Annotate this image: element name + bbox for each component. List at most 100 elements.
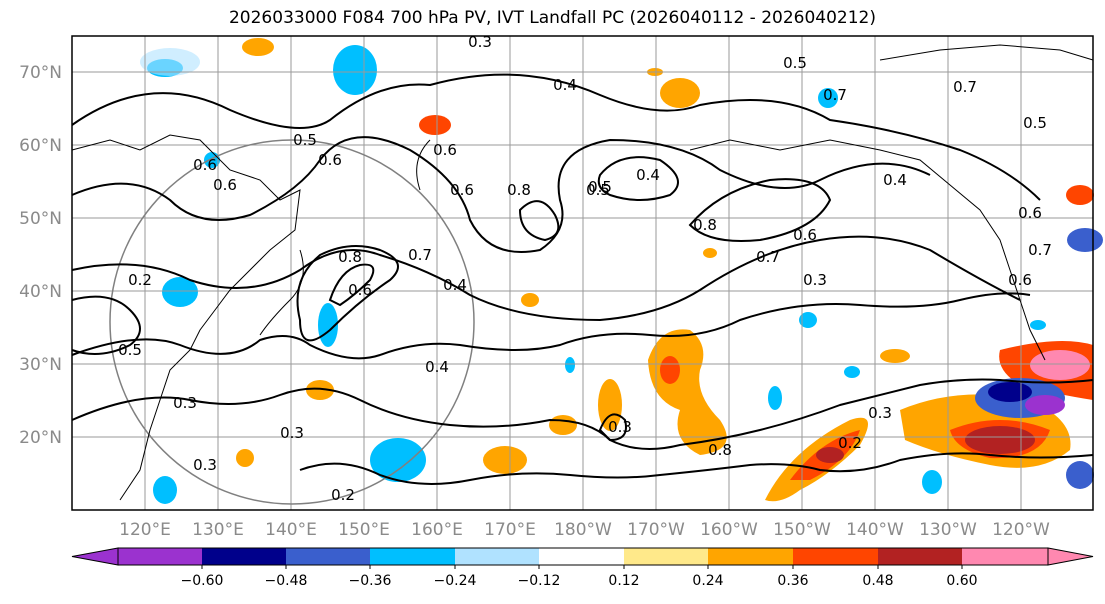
contour-label: 0.8 [338,248,362,266]
colorbar-tick-label: 0.60 [946,573,977,589]
contour-label: 0.4 [425,358,449,376]
colorbar-tick-label: 0.48 [862,573,893,589]
contour-line [296,245,399,342]
shading-patch [1067,228,1103,252]
map-frame [71,35,1094,511]
shading-patch [648,329,727,455]
contour-label: 0.7 [408,246,432,264]
colorbar-segment [370,548,455,565]
colorbar-tick-label: −0.48 [265,573,308,589]
contour-label: 0.4 [636,166,660,184]
shading-patch [370,438,426,482]
coastline-alaska [689,139,1046,361]
shading-patch [1025,395,1065,415]
shading-patch [1030,320,1046,330]
contour-label: 0.3 [608,418,632,436]
contour-label: 0.5 [293,131,317,149]
colorbar-segment [962,548,1048,565]
shading-patch [333,45,377,95]
colorbar-segment [202,548,286,565]
contour-label: 0.6 [318,151,342,169]
shading-patch [1030,350,1090,380]
lat-tick-label: 70°N [19,63,62,83]
contour-label: 0.7 [756,248,780,266]
contour-label: 0.3 [868,404,892,422]
colorbar-segment [793,548,878,565]
colorbar-outline [117,547,1049,566]
lon-tick-label: 130°W [919,520,977,540]
contour-label: 0.5 [783,54,807,72]
coastline-arctic [879,44,1094,61]
shading-patch [236,449,254,467]
colorbar-extend-high [1047,547,1094,566]
contour-label: 0.6 [348,281,372,299]
shading-patch [799,312,817,328]
lon-tick-label: 170°E [484,520,536,540]
lon-tick-label: 170°W [627,520,685,540]
contour-line [71,292,1031,360]
shading-patch [242,38,274,56]
contour-label: 0.4 [443,276,467,294]
lon-tick-label: 160°W [700,520,758,540]
contour-label: 0.3 [803,271,827,289]
contour-label: 0.6 [213,176,237,194]
lon-tick-label: 140°E [265,520,317,540]
contour-label: 0.7 [823,86,847,104]
shading-patch [703,248,717,258]
contour-label: 0.7 [1028,241,1052,259]
shading-patch [1066,185,1094,205]
lat-tick-label: 40°N [19,282,62,302]
contour-label: 0.6 [193,156,217,174]
contour-label: 0.7 [953,78,977,96]
coastline-japan [259,249,304,336]
lon-tick-label: 120°E [119,520,171,540]
contour-label: 0.8 [507,181,531,199]
lon-tick-label: 150°W [773,520,831,540]
shading-patch [153,476,177,504]
lon-tick-label: 140°W [846,520,904,540]
shading-patch [1066,461,1094,489]
contour-labels: 0.30.60.40.70.50.60.60.60.40.80.80.50.70… [118,33,1052,504]
shading-patch [419,115,451,135]
lon-tick-label: 160°E [411,520,463,540]
contour-line [71,295,141,355]
shading-patch [844,366,860,378]
contour-label: 0.3 [468,33,492,51]
colorbar-segment [118,548,202,565]
colorbar-extend-low [71,547,119,566]
contour-label: 0.3 [173,394,197,412]
contour-line [299,452,1094,485]
contour-label: 0.2 [128,271,152,289]
longitude-labels: 120°E 130°E 140°E 150°E 160°E 170°E 180°W 170°W… [119,520,1050,540]
colorbar: −0.60 −0.48 −0.36 −0.24 −0.12 0.12 0.24 0.36 0.4… [71,547,1094,589]
lon-tick-label: 150°E [338,520,390,540]
contour-label: 0.6 [450,181,474,199]
contour-line [518,200,560,242]
contour-label: 0.2 [838,434,862,452]
range-circle [109,139,475,505]
shading-patch [818,88,838,108]
lon-tick-label: 130°E [192,520,244,540]
colorbar-segment [286,548,370,565]
shading-patch [816,447,844,463]
colorbar-tick-label: −0.24 [434,573,477,589]
colorbar-tick-label: 0.24 [692,573,723,589]
lon-tick-label: 120°W [992,520,1050,540]
contour-line [688,178,832,242]
shading-patch [965,426,1035,454]
contour-label: 0.6 [433,141,457,159]
lon-tick-label: 180°W [554,520,612,540]
colorbar-segment [455,548,539,565]
colorbar-tick-label: 0.36 [777,573,808,589]
shading-patch [306,380,334,400]
colorbar-tick-label: 0.12 [608,573,639,589]
contour-line [71,235,1021,322]
shading-patch [549,415,577,435]
contour-label: 0.3 [193,456,217,474]
shading-patch [598,379,622,431]
contour-label: 0.4 [553,76,577,94]
shading-patch [880,349,910,363]
pv-contours [71,73,1094,485]
lat-tick-label: 20°N [19,428,62,448]
